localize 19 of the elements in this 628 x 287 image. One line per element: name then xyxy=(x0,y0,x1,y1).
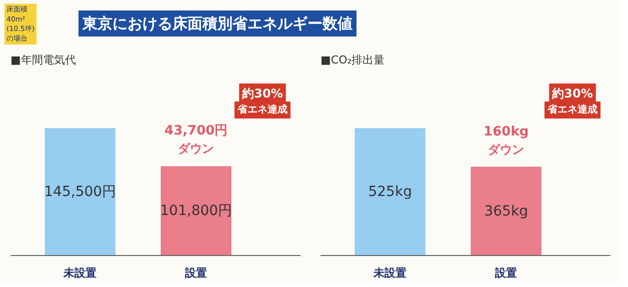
text: 約30% xyxy=(551,86,593,100)
annotation: 160kg xyxy=(484,124,529,140)
chart-title: ■CO₂排出量 xyxy=(320,54,385,66)
data-label: 525kg xyxy=(368,184,412,200)
data-label: 145,500円 xyxy=(44,184,116,200)
annotation: ダウン xyxy=(488,142,524,156)
text: 省エネ達成 xyxy=(236,104,288,116)
annotation: ダウン xyxy=(178,142,214,156)
data-label: 365kg xyxy=(484,203,528,220)
chart-title: ■年間電気代 xyxy=(10,54,76,66)
x-tick-label: 設置 xyxy=(494,266,518,280)
data-label: 101,800円 xyxy=(160,203,232,220)
text: 約30% xyxy=(241,86,283,100)
x-tick-label: 未設置 xyxy=(62,266,97,280)
text: 省エネ達成 xyxy=(546,104,598,116)
text: 東京における床面積別省エネルギー数値 xyxy=(82,14,352,32)
x-tick-label: 設置 xyxy=(184,266,208,280)
annotation: 43,700円 xyxy=(164,124,228,139)
x-tick-label: 未設置 xyxy=(372,266,407,280)
